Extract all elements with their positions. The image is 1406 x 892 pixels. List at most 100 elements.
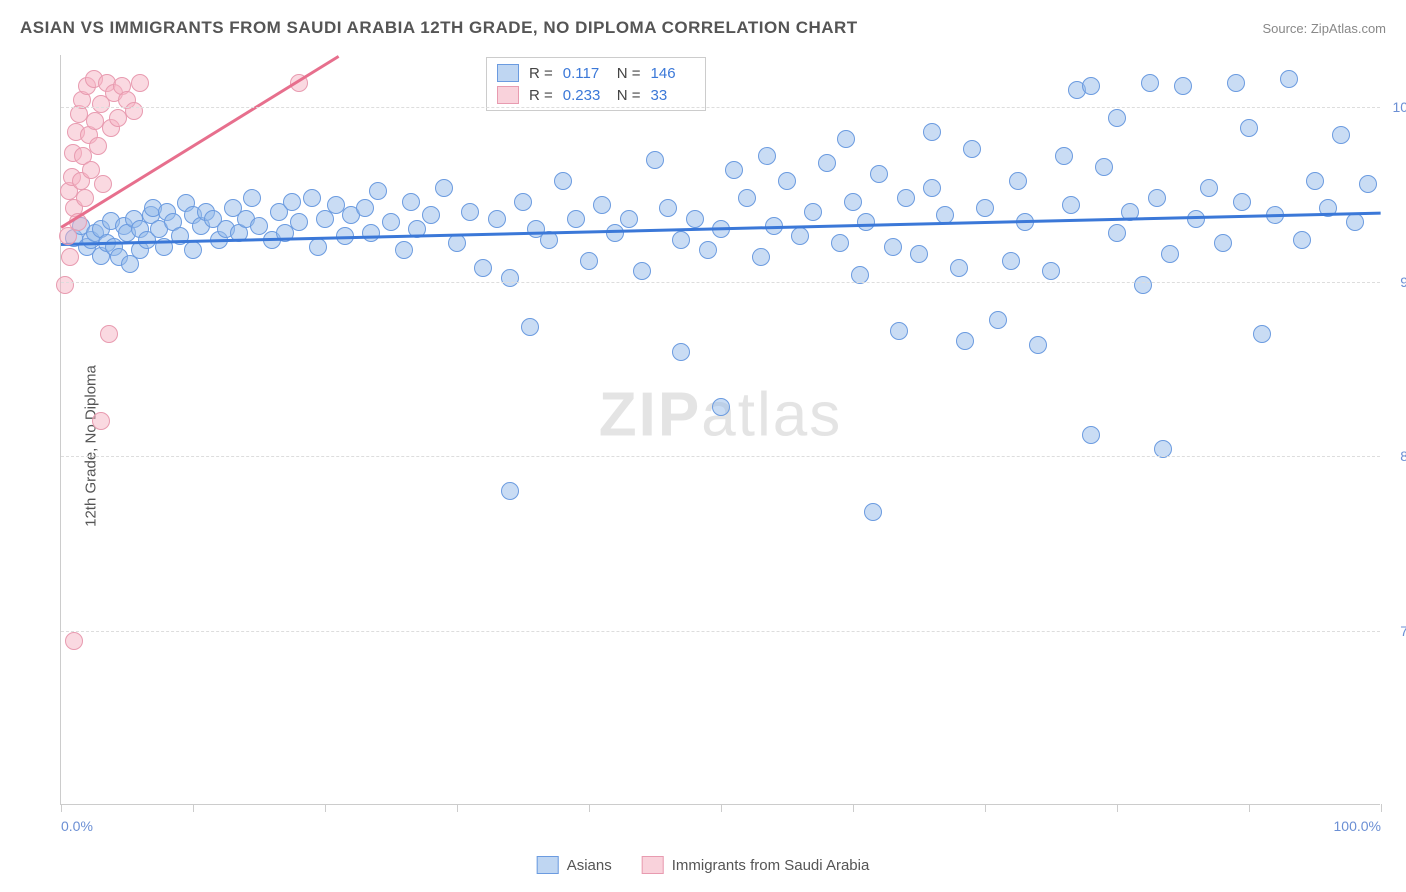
- data-point: [1029, 336, 1047, 354]
- data-point: [243, 189, 261, 207]
- data-point: [1062, 196, 1080, 214]
- data-point: [1082, 77, 1100, 95]
- data-point: [362, 224, 380, 242]
- swatch-blue-icon: [537, 856, 559, 874]
- data-point: [620, 210, 638, 228]
- data-point: [1280, 70, 1298, 88]
- data-point: [1108, 224, 1126, 242]
- data-point: [897, 189, 915, 207]
- data-point: [422, 206, 440, 224]
- data-point: [864, 503, 882, 521]
- data-point: [1332, 126, 1350, 144]
- data-point: [712, 398, 730, 416]
- data-point: [672, 343, 690, 361]
- data-point: [474, 259, 492, 277]
- data-point: [327, 196, 345, 214]
- data-point: [1095, 158, 1113, 176]
- data-point: [633, 262, 651, 280]
- data-point: [699, 241, 717, 259]
- y-tick-label: 100.0%: [1385, 99, 1406, 115]
- data-point: [758, 147, 776, 165]
- data-point: [884, 238, 902, 256]
- data-point: [1227, 74, 1245, 92]
- data-point: [1148, 189, 1166, 207]
- x-tick: [325, 804, 326, 812]
- data-point: [1002, 252, 1020, 270]
- data-point: [1200, 179, 1218, 197]
- legend-item-asians: Asians: [537, 856, 612, 874]
- swatch-blue-icon: [497, 64, 519, 82]
- data-point: [125, 102, 143, 120]
- y-tick-label: 70.0%: [1385, 623, 1406, 639]
- data-point: [976, 199, 994, 217]
- x-tick: [457, 804, 458, 812]
- data-point: [1134, 276, 1152, 294]
- data-point: [1253, 325, 1271, 343]
- data-point: [92, 412, 110, 430]
- data-point: [738, 189, 756, 207]
- x-tick: [589, 804, 590, 812]
- data-point: [818, 154, 836, 172]
- data-point: [89, 137, 107, 155]
- data-point: [686, 210, 704, 228]
- chart-title: ASIAN VS IMMIGRANTS FROM SAUDI ARABIA 12…: [20, 18, 858, 38]
- data-point: [844, 193, 862, 211]
- data-point: [309, 238, 327, 256]
- source-label: Source: ZipAtlas.com: [1262, 21, 1386, 36]
- data-point: [606, 224, 624, 242]
- data-point: [356, 199, 374, 217]
- data-point: [923, 123, 941, 141]
- data-point: [567, 210, 585, 228]
- data-point: [501, 269, 519, 287]
- data-point: [1187, 210, 1205, 228]
- x-tick-label: 100.0%: [1334, 818, 1381, 834]
- x-tick: [193, 804, 194, 812]
- data-point: [514, 193, 532, 211]
- data-point: [1141, 74, 1159, 92]
- data-point: [448, 234, 466, 252]
- data-point: [791, 227, 809, 245]
- chart-header: ASIAN VS IMMIGRANTS FROM SAUDI ARABIA 12…: [20, 18, 1386, 38]
- data-point: [804, 203, 822, 221]
- y-tick-label: 80.0%: [1385, 448, 1406, 464]
- data-point: [778, 172, 796, 190]
- data-point: [580, 252, 598, 270]
- x-tick: [1249, 804, 1250, 812]
- data-point: [1359, 175, 1377, 193]
- data-point: [1240, 119, 1258, 137]
- gridline: [61, 107, 1380, 108]
- data-point: [1108, 109, 1126, 127]
- data-point: [1009, 172, 1027, 190]
- swatch-pink-icon: [642, 856, 664, 874]
- x-tick-label: 0.0%: [61, 818, 93, 834]
- data-point: [950, 259, 968, 277]
- data-point: [290, 213, 308, 231]
- gridline: [61, 282, 1380, 283]
- data-point: [1233, 193, 1251, 211]
- data-point: [870, 165, 888, 183]
- gridline: [61, 456, 1380, 457]
- data-point: [100, 325, 118, 343]
- data-point: [184, 241, 202, 259]
- data-point: [382, 213, 400, 231]
- stats-row-asians: R = 0.117 N = 146: [497, 62, 695, 84]
- data-point: [369, 182, 387, 200]
- data-point: [890, 322, 908, 340]
- data-point: [1082, 426, 1100, 444]
- data-point: [857, 213, 875, 231]
- data-point: [501, 482, 519, 500]
- y-tick-label: 90.0%: [1385, 274, 1406, 290]
- data-point: [1161, 245, 1179, 263]
- data-point: [646, 151, 664, 169]
- data-point: [831, 234, 849, 252]
- data-point: [61, 248, 79, 266]
- plot-layer: [61, 55, 1380, 804]
- data-point: [1174, 77, 1192, 95]
- stats-row-saudi: R = 0.233 N = 33: [497, 84, 695, 106]
- chart-area: ZIPatlas R = 0.117 N = 146 R = 0.233 N =…: [60, 55, 1380, 805]
- x-tick: [61, 804, 62, 812]
- data-point: [521, 318, 539, 336]
- swatch-pink-icon: [497, 86, 519, 104]
- data-point: [56, 276, 74, 294]
- data-point: [1214, 234, 1232, 252]
